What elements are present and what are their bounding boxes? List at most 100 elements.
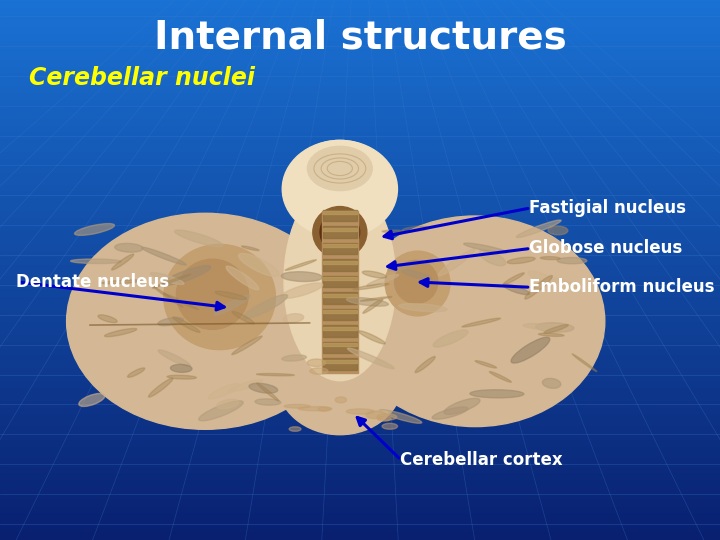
Ellipse shape xyxy=(363,299,383,313)
Bar xyxy=(323,360,357,363)
Ellipse shape xyxy=(162,266,211,285)
Bar xyxy=(323,211,357,214)
Ellipse shape xyxy=(163,293,199,310)
Ellipse shape xyxy=(215,295,250,315)
Ellipse shape xyxy=(544,325,568,333)
Ellipse shape xyxy=(415,356,435,373)
Ellipse shape xyxy=(282,272,323,281)
Ellipse shape xyxy=(548,226,568,235)
Ellipse shape xyxy=(312,207,366,258)
Ellipse shape xyxy=(255,399,281,405)
Ellipse shape xyxy=(102,280,143,284)
Ellipse shape xyxy=(528,271,554,283)
Ellipse shape xyxy=(282,355,307,361)
Ellipse shape xyxy=(540,256,560,260)
Ellipse shape xyxy=(348,348,395,369)
Ellipse shape xyxy=(402,270,432,280)
Ellipse shape xyxy=(112,254,134,270)
Bar xyxy=(323,341,357,353)
Ellipse shape xyxy=(256,374,294,376)
Ellipse shape xyxy=(399,303,447,312)
Text: Emboliform nucleus: Emboliform nucleus xyxy=(529,278,715,296)
Ellipse shape xyxy=(385,251,450,316)
Ellipse shape xyxy=(104,328,137,337)
Ellipse shape xyxy=(285,260,316,271)
Text: Cerebellar nuclei: Cerebellar nuclei xyxy=(29,66,255,90)
Ellipse shape xyxy=(536,323,574,332)
Ellipse shape xyxy=(229,380,263,392)
Ellipse shape xyxy=(307,146,372,191)
Ellipse shape xyxy=(164,244,275,350)
Ellipse shape xyxy=(470,390,524,398)
Ellipse shape xyxy=(438,249,475,276)
Ellipse shape xyxy=(377,416,391,421)
Ellipse shape xyxy=(282,140,397,238)
Ellipse shape xyxy=(366,274,399,286)
Ellipse shape xyxy=(475,361,497,368)
Ellipse shape xyxy=(283,314,304,322)
Ellipse shape xyxy=(320,212,360,253)
Ellipse shape xyxy=(444,399,480,414)
Ellipse shape xyxy=(75,224,114,235)
Text: Globose nucleus: Globose nucleus xyxy=(529,239,683,258)
Bar xyxy=(323,308,357,320)
Ellipse shape xyxy=(361,296,392,301)
Ellipse shape xyxy=(346,409,374,414)
Ellipse shape xyxy=(490,372,511,382)
Ellipse shape xyxy=(507,257,535,264)
Ellipse shape xyxy=(127,368,145,377)
Bar xyxy=(323,343,357,346)
Bar xyxy=(323,259,357,271)
Ellipse shape xyxy=(525,275,552,299)
Ellipse shape xyxy=(462,318,500,327)
Ellipse shape xyxy=(289,427,301,431)
Ellipse shape xyxy=(503,273,524,285)
Ellipse shape xyxy=(362,271,387,278)
Ellipse shape xyxy=(402,226,429,232)
Ellipse shape xyxy=(432,407,468,419)
Text: Internal structures: Internal structures xyxy=(153,19,567,57)
Ellipse shape xyxy=(552,278,577,288)
Ellipse shape xyxy=(171,364,192,373)
Bar xyxy=(323,228,357,231)
Text: Dentate nucleus: Dentate nucleus xyxy=(16,273,169,291)
Ellipse shape xyxy=(542,379,561,388)
Ellipse shape xyxy=(114,244,143,252)
Ellipse shape xyxy=(382,423,397,429)
Ellipse shape xyxy=(174,230,223,247)
Ellipse shape xyxy=(572,354,597,372)
Ellipse shape xyxy=(243,295,287,319)
Bar xyxy=(323,310,357,313)
Ellipse shape xyxy=(366,411,385,419)
Ellipse shape xyxy=(284,181,396,381)
Ellipse shape xyxy=(78,394,105,407)
Text: Cerebellar cortex: Cerebellar cortex xyxy=(400,451,562,469)
Ellipse shape xyxy=(382,230,403,232)
Ellipse shape xyxy=(98,315,117,323)
Ellipse shape xyxy=(523,323,567,330)
Bar xyxy=(323,294,357,297)
Ellipse shape xyxy=(141,247,186,265)
Bar xyxy=(322,211,358,373)
Ellipse shape xyxy=(346,298,388,306)
Ellipse shape xyxy=(215,291,247,300)
Ellipse shape xyxy=(232,312,254,324)
Bar xyxy=(323,327,357,330)
Ellipse shape xyxy=(281,283,323,299)
Ellipse shape xyxy=(379,410,422,423)
Ellipse shape xyxy=(208,383,239,399)
Ellipse shape xyxy=(346,216,605,427)
Ellipse shape xyxy=(539,333,564,336)
Ellipse shape xyxy=(238,253,279,276)
Ellipse shape xyxy=(167,375,197,379)
Bar xyxy=(323,278,357,280)
Ellipse shape xyxy=(158,350,190,367)
Ellipse shape xyxy=(377,414,397,420)
Ellipse shape xyxy=(176,259,248,329)
Ellipse shape xyxy=(307,359,325,367)
Ellipse shape xyxy=(318,407,330,411)
Ellipse shape xyxy=(284,404,310,408)
Ellipse shape xyxy=(363,411,388,418)
Ellipse shape xyxy=(173,317,200,333)
Ellipse shape xyxy=(153,286,183,307)
